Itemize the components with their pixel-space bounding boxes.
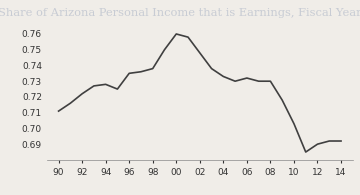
Text: Share of Arizona Personal Income that is Earnings, Fiscal Year: Share of Arizona Personal Income that is… <box>0 8 360 18</box>
